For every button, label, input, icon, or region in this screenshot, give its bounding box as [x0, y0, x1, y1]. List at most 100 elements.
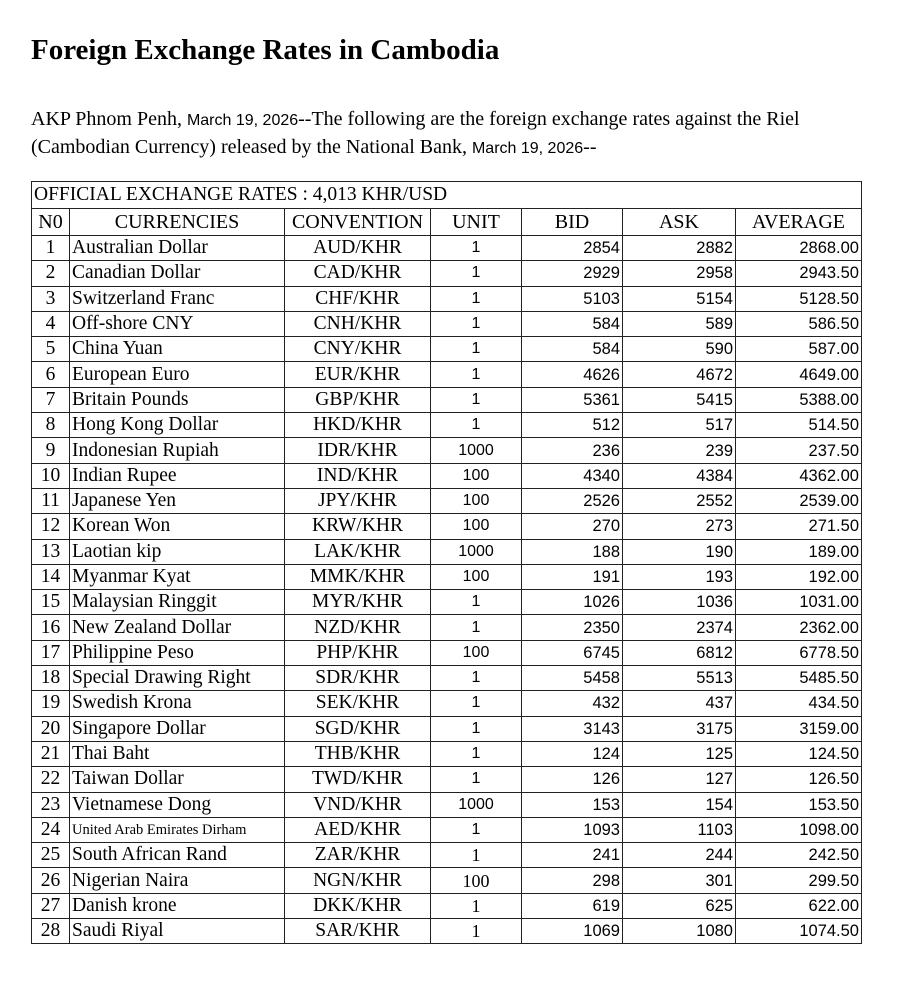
average-rate: 126.50 — [735, 766, 862, 793]
currency-name: European Euro — [69, 361, 285, 388]
currency-name: Danish krone — [69, 892, 285, 920]
average-rate: 4362.00 — [735, 462, 862, 489]
table-row: 11 Japanese Yen JPY/KHR 100 2526 2552 2539.00 — [31, 487, 862, 515]
bid-rate: 241 — [521, 842, 623, 869]
currency-name: Philippine Peso — [69, 639, 285, 667]
unit: 100 — [430, 867, 522, 894]
average-rate: 1098.00 — [735, 816, 862, 844]
row-number: 28 — [31, 918, 70, 945]
intro-text: --The following are the foreign exchange… — [31, 108, 800, 158]
ask-rate: 125 — [622, 740, 736, 768]
currency-name: Canadian Dollar — [69, 260, 285, 287]
currency-name: Switzerland Franc — [69, 285, 285, 312]
unit: 1000 — [430, 437, 522, 464]
convention: GBP/KHR — [284, 386, 431, 414]
unit: 1 — [430, 918, 522, 945]
ask-rate: 589 — [622, 310, 736, 338]
average-rate: 434.50 — [735, 690, 862, 717]
row-number: 23 — [31, 791, 70, 818]
unit: 1 — [430, 816, 522, 844]
average-rate: 5485.50 — [735, 665, 862, 692]
header-no: N0 — [31, 208, 70, 236]
convention: IND/KHR — [284, 462, 431, 489]
table-row: 17 Philippine Peso PHP/KHR 100 6745 6812 6778.… — [31, 639, 862, 667]
unit: 1 — [430, 614, 522, 641]
unit: 1 — [430, 412, 522, 439]
bid-rate: 6745 — [521, 639, 623, 667]
row-number: 19 — [31, 690, 70, 717]
ask-rate: 4672 — [622, 361, 736, 388]
average-rate: 4649.00 — [735, 361, 862, 388]
convention: PHP/KHR — [284, 639, 431, 667]
header-convention: CONVENTION — [284, 208, 431, 236]
table-row: 3 Switzerland Franc CHF/KHR 1 5103 5154 5128.5… — [31, 285, 862, 312]
ask-rate: 239 — [622, 437, 736, 464]
table-row: 6 European Euro EUR/KHR 1 4626 4672 4649.00 — [31, 361, 862, 388]
bid-rate: 2854 — [521, 234, 623, 262]
average-rate: 587.00 — [735, 336, 862, 363]
table-row: 10 Indian Rupee IND/KHR 100 4340 4384 4362.00 — [31, 462, 862, 489]
currency-name: Hong Kong Dollar — [69, 412, 285, 439]
row-number: 9 — [31, 437, 70, 464]
table-row: 15 Malaysian Ringgit MYR/KHR 1 1026 1036 1031.… — [31, 589, 862, 616]
convention: AED/KHR — [284, 816, 431, 844]
ask-rate: 1103 — [622, 816, 736, 844]
intro-date-2: March 19, 2026 — [471, 140, 584, 157]
convention: SGD/KHR — [284, 715, 431, 742]
ask-rate: 2882 — [622, 234, 736, 262]
unit: 1000 — [430, 791, 522, 818]
header-currencies: CURRENCIES — [69, 208, 285, 236]
row-number: 10 — [31, 462, 70, 489]
table-row: 22 Taiwan Dollar TWD/KHR 1 126 127 126.50 — [31, 766, 862, 793]
row-number: 17 — [31, 639, 70, 667]
ask-rate: 517 — [622, 412, 736, 439]
bid-rate: 153 — [521, 791, 623, 818]
ask-rate: 1080 — [622, 918, 736, 945]
currency-name: Myanmar Kyat — [69, 563, 285, 591]
row-number: 6 — [31, 361, 70, 388]
table-row: 1 Australian Dollar AUD/KHR 1 2854 2882 2868.0… — [31, 234, 862, 262]
ask-rate: 244 — [622, 842, 736, 869]
unit: 100 — [430, 639, 522, 667]
convention: CNY/KHR — [284, 336, 431, 363]
convention: DKK/KHR — [284, 892, 431, 920]
average-rate: 586.50 — [735, 310, 862, 338]
currency-name: Australian Dollar — [69, 234, 285, 262]
bid-rate: 1093 — [521, 816, 623, 844]
ask-rate: 5415 — [622, 386, 736, 414]
currency-name: Japanese Yen — [69, 487, 285, 515]
header-unit: UNIT — [430, 208, 522, 236]
row-number: 2 — [31, 260, 70, 287]
convention: MYR/KHR — [284, 589, 431, 616]
ask-rate: 3175 — [622, 715, 736, 742]
header-bid: BID — [521, 208, 623, 236]
unit: 1000 — [430, 538, 522, 565]
average-rate: 2943.50 — [735, 260, 862, 287]
average-rate: 514.50 — [735, 412, 862, 439]
currency-name: Off-shore CNY — [69, 310, 285, 338]
ask-rate: 273 — [622, 513, 736, 540]
row-number: 27 — [31, 892, 70, 920]
row-number: 8 — [31, 412, 70, 439]
currency-name: Special Drawing Right — [69, 665, 285, 692]
currency-name: Thai Baht — [69, 740, 285, 768]
ask-rate: 154 — [622, 791, 736, 818]
bid-rate: 126 — [521, 766, 623, 793]
bid-rate: 191 — [521, 563, 623, 591]
convention: SDR/KHR — [284, 665, 431, 692]
row-number: 15 — [31, 589, 70, 616]
currency-name: Swedish Krona — [69, 690, 285, 717]
ask-rate: 437 — [622, 690, 736, 717]
header-row: N0 CURRENCIES CONVENTION UNIT BID ASK AV… — [31, 208, 862, 236]
convention: CNH/KHR — [284, 310, 431, 338]
table-row: 7 Britain Pounds GBP/KHR 1 5361 5415 5388.00 — [31, 386, 862, 414]
currency-name: China Yuan — [69, 336, 285, 363]
average-rate: 299.50 — [735, 867, 862, 894]
bid-rate: 584 — [521, 310, 623, 338]
table-row: 14 Myanmar Kyat MMK/KHR 100 191 193 192.00 — [31, 563, 862, 591]
page-title: Foreign Exchange Rates in Cambodia — [31, 34, 500, 66]
average-rate: 3159.00 — [735, 715, 862, 742]
table-row: 28 Saudi Riyal SAR/KHR 1 1069 1080 1074.50 — [31, 918, 862, 945]
convention: CHF/KHR — [284, 285, 431, 312]
row-number: 20 — [31, 715, 70, 742]
